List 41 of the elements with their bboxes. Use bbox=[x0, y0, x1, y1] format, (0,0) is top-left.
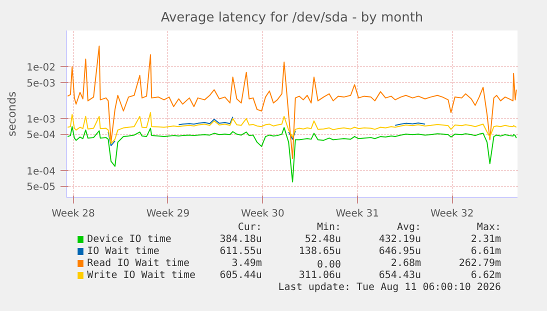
y-axis-title: seconds bbox=[6, 91, 19, 136]
text: 2.68m bbox=[390, 258, 422, 269]
text: 646.95u bbox=[378, 246, 422, 257]
x-tick-label: Week 31 bbox=[336, 208, 380, 220]
line-series bbox=[67, 112, 517, 144]
legend-label: Read IO Wait time bbox=[87, 258, 190, 269]
text: 138.65u bbox=[298, 246, 342, 257]
text: Avg: bbox=[396, 222, 422, 233]
y-tick-label: 1e-02 bbox=[26, 62, 56, 74]
y-tick-label: 1e-03 bbox=[26, 114, 56, 126]
y-tick-label: 5e-04 bbox=[26, 130, 56, 142]
x-tick-label: Week 29 bbox=[146, 208, 190, 220]
y-tick-label: 5e-03 bbox=[26, 78, 56, 90]
line-series bbox=[67, 46, 517, 159]
text: 52.48u bbox=[304, 234, 342, 245]
y-tick-label: 1e-04 bbox=[26, 166, 56, 178]
x-tick-label: Week 32 bbox=[430, 208, 474, 220]
text: 654.43u bbox=[378, 270, 422, 281]
text: 2.31m bbox=[470, 234, 502, 245]
text: 6.62m bbox=[470, 270, 502, 281]
text: Max: bbox=[476, 222, 502, 233]
text: Min: bbox=[316, 222, 342, 233]
x-tick-label: Week 30 bbox=[241, 208, 284, 220]
chart-title: Average latency for /dev/sda - by month bbox=[160, 10, 424, 26]
text: 262.79m bbox=[458, 258, 502, 269]
text: 611.55u bbox=[220, 246, 262, 257]
text: 384.18u bbox=[220, 234, 262, 245]
text: Cur: bbox=[238, 222, 262, 233]
legend-label: Write IO Wait time bbox=[87, 270, 196, 281]
text: 3.49m bbox=[232, 258, 262, 269]
line-series bbox=[67, 126, 517, 182]
text: Last update: Tue Aug 11 06:00:10 2026 bbox=[278, 282, 502, 293]
text: 6.61m bbox=[470, 246, 502, 257]
x-tick-label: Week 28 bbox=[52, 208, 95, 220]
text: 0.00 bbox=[316, 260, 342, 270]
text: 605.44u bbox=[220, 270, 262, 281]
legend-label: IO Wait time bbox=[87, 246, 160, 257]
text: 311.06u bbox=[298, 270, 342, 281]
text: 432.19u bbox=[378, 234, 422, 245]
y-tick-label: 5e-05 bbox=[26, 182, 56, 193]
legend-label: Device IO time bbox=[87, 234, 172, 245]
